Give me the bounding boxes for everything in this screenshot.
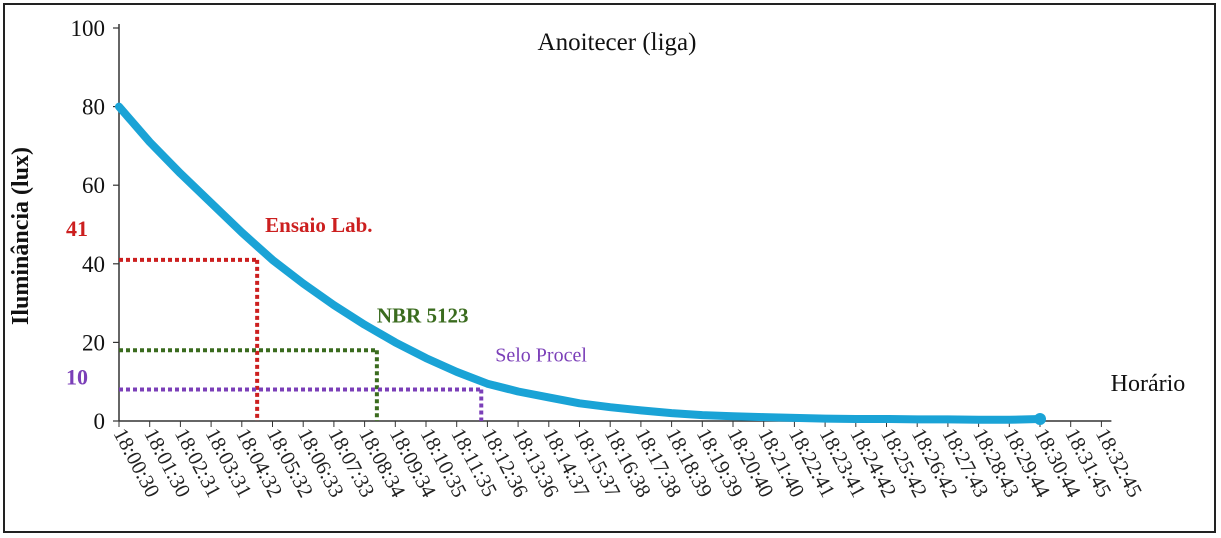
data-point — [790, 414, 798, 422]
y-tick-label: 20 — [82, 330, 105, 355]
data-point — [115, 103, 123, 111]
data-point — [606, 403, 614, 411]
chart-frame — [3, 3, 1216, 533]
series — [115, 102, 1046, 426]
data-point — [821, 415, 829, 423]
annotation-label: Ensaio Lab. — [265, 213, 372, 237]
x-axis-label: Horário — [1111, 371, 1186, 397]
data-point — [883, 415, 890, 423]
data-point — [238, 228, 246, 236]
chart-title: Anoitecer (liga) — [538, 29, 697, 56]
data-point — [975, 416, 983, 424]
data-point — [637, 406, 645, 414]
y-tick-label: 60 — [82, 173, 105, 198]
data-point — [176, 169, 184, 177]
annotation-guides — [119, 257, 484, 421]
data-point — [361, 321, 369, 329]
data-point — [422, 354, 430, 362]
annotation-label: NBR 5123 — [377, 303, 469, 327]
data-point — [207, 199, 215, 207]
data-point — [668, 409, 676, 417]
y-tick-label: 100 — [71, 16, 106, 41]
annotation-value-label: 10 — [66, 365, 88, 390]
data-point — [146, 138, 154, 146]
data-point — [760, 413, 768, 421]
data-point — [269, 256, 276, 264]
data-point — [913, 415, 921, 423]
data-point — [545, 393, 553, 401]
y-tick-label: 0 — [94, 409, 106, 434]
data-point — [483, 380, 491, 388]
axes: 02040608010018:00:3018:01:3018:02:3118:0… — [71, 16, 1148, 502]
data-point — [852, 415, 860, 423]
data-point — [944, 415, 952, 423]
data-point — [1005, 416, 1013, 424]
data-point — [299, 279, 307, 287]
annotation-label: Selo Procel — [495, 345, 587, 367]
data-point — [729, 412, 737, 420]
data-point — [391, 338, 399, 346]
y-tick-label: 40 — [82, 252, 105, 277]
data-point — [514, 388, 522, 396]
data-point — [698, 411, 706, 419]
labels: Ensaio Lab. 41 NBR 5123 Selo Procel 10 — [66, 213, 587, 390]
data-point — [330, 301, 338, 309]
annotation-value-label: 41 — [66, 216, 88, 241]
y-tick-label: 80 — [82, 95, 105, 120]
data-point — [576, 399, 583, 407]
data-point-end — [1034, 413, 1046, 426]
y-axis-label: Iluminância (lux) — [8, 147, 34, 325]
data-point — [453, 368, 461, 376]
